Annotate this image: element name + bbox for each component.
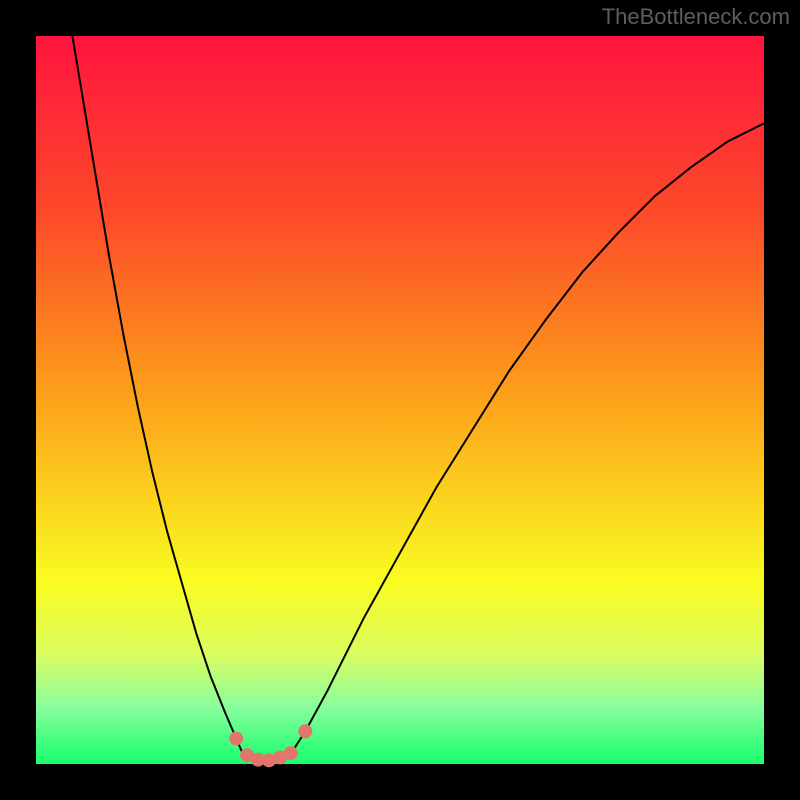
watermark-text: TheBottleneck.com [602,4,790,30]
chart-plot-area [36,36,764,764]
chart-container: TheBottleneck.com [0,0,800,800]
